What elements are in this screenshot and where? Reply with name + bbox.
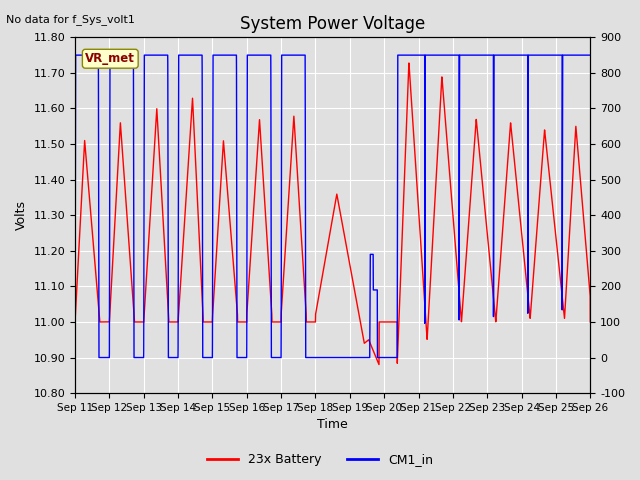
- Text: No data for f_Sys_volt1: No data for f_Sys_volt1: [6, 14, 135, 25]
- Y-axis label: Volts: Volts: [15, 200, 28, 230]
- Title: System Power Voltage: System Power Voltage: [240, 15, 425, 33]
- Legend: 23x Battery, CM1_in: 23x Battery, CM1_in: [202, 448, 438, 471]
- X-axis label: Time: Time: [317, 419, 348, 432]
- Text: VR_met: VR_met: [85, 52, 135, 65]
